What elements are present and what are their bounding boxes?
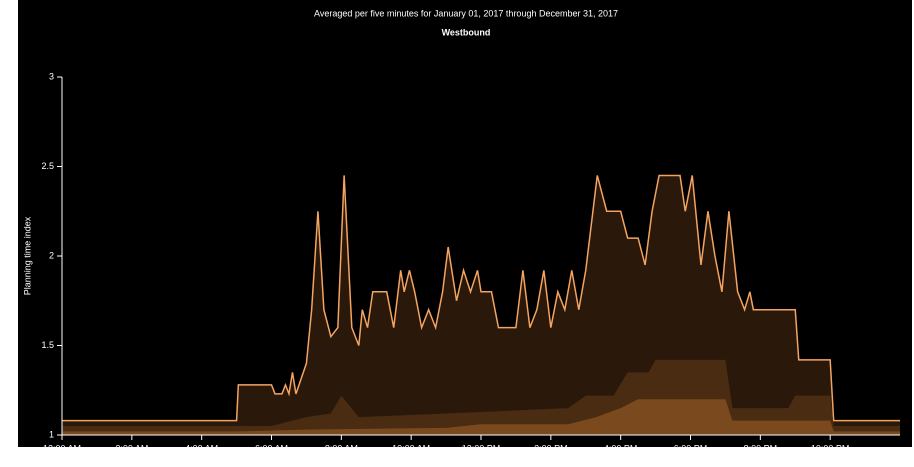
x-tick-label: 8:00 AM bbox=[325, 443, 358, 453]
x-tick-label: 12:00 PM bbox=[462, 443, 501, 453]
x-tick-label: 6:00 PM bbox=[674, 443, 708, 453]
y-tick-label: 2 bbox=[49, 250, 54, 260]
x-tick-label: 6:00 AM bbox=[255, 443, 288, 453]
y-tick-label: 3 bbox=[49, 71, 54, 81]
x-tick-label: 2:00 PM bbox=[534, 443, 568, 453]
chart-subtitle: Westbound bbox=[442, 27, 491, 37]
x-tick-label: 10:00 AM bbox=[392, 443, 430, 453]
x-tick-label: 8:00 PM bbox=[744, 443, 778, 453]
x-tick-label: 12:00 AM bbox=[43, 443, 81, 453]
y-tick-label: 1.5 bbox=[41, 340, 54, 350]
y-tick-label: 1 bbox=[49, 429, 54, 439]
x-tick-label: 4:00 AM bbox=[185, 443, 218, 453]
chart-title: Averaged per five minutes for January 01… bbox=[314, 8, 618, 18]
y-tick-label: 2.5 bbox=[41, 161, 54, 171]
x-tick-label: 4:00 PM bbox=[604, 443, 638, 453]
area bbox=[62, 399, 900, 435]
line bbox=[62, 174, 900, 422]
y-axis-label: Planning time index bbox=[22, 216, 32, 295]
x-tick-label: 2:00 AM bbox=[115, 443, 148, 453]
x-tick-label: 10:00 PM bbox=[811, 443, 850, 453]
